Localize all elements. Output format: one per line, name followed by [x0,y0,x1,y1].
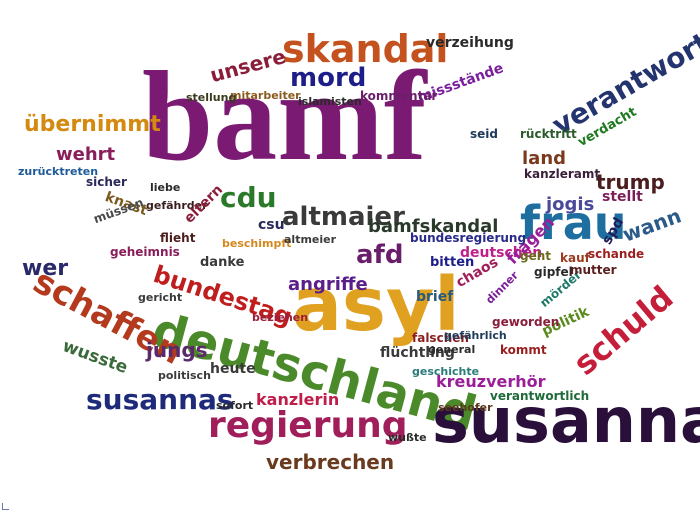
word-ubernimmt: übernimmt [24,112,161,137]
word-susannas: susannas [86,383,234,416]
word-kauf: kauf [560,251,590,265]
word-heute: heute [210,361,256,377]
word-stellt: stellt [602,189,643,205]
word-sofort: sofort [216,399,254,412]
word-land: land [522,148,567,169]
word-sicher: sicher [86,175,127,189]
word-kanzleramt: kanzleramt [524,167,601,181]
word-brief: brief [416,289,454,305]
word-fluchtling: flüchtling [380,345,455,361]
word-schuld: schuld [566,278,681,383]
word-verzeihung: verzeihung [426,35,514,51]
word-falschen: falschen [412,331,469,345]
word-gericht: gericht [138,291,183,304]
word-general: general [428,343,476,356]
word-skandal: skandal [282,27,449,71]
word-afd: afd [356,240,404,270]
word-deutschen: deutschen [460,245,543,261]
word-danke: danke [200,255,245,270]
word-wusste-2: wußte [388,431,427,444]
word-stellung: stellung [186,91,237,104]
corner-mark [2,503,9,510]
word-politisch: politisch [158,369,211,382]
word-mitarbeiter: mitarbeiter [230,89,301,102]
word-kommentar: kommentar [360,89,438,103]
word-kreuzverhor: kreuzverhör [436,372,546,391]
word-geschichte: geschichte [412,365,480,378]
word-liebe: liebe [150,181,181,194]
word-islamisten: islamisten [298,95,362,108]
word-mord: mord [290,63,367,93]
word-verbrechen: verbrechen [266,450,395,474]
word-bamf: bamf [142,45,427,187]
word-jungs: jungs [146,338,208,362]
word-beschimpft: beschimpft [222,237,292,250]
word-wann: wann [619,203,685,247]
word-beziehen: beziehen [252,311,309,324]
word-regierung: regierung [208,405,408,446]
word-flieht: flieht [160,231,196,245]
word-asyl: asyl [292,262,460,348]
word-cdu: cdu [220,181,277,214]
word-wer: wer [22,256,69,281]
word-susanna: susanna [432,384,700,457]
word-seehofer: seehofer [438,401,493,414]
word-zurucktreten: zurücktreten [18,165,99,178]
word-altmaier: altmaier [282,202,405,232]
word-gipfel: gipfel [534,265,573,279]
word-schande: schande [588,247,645,261]
word-gefahrder: gefährder [146,199,208,212]
word-geheimnis: geheimnis [110,245,180,259]
word-geworden: geworden [492,315,560,329]
word-bitten: bitten [430,255,475,270]
word-seid: seid [470,127,498,141]
word-gefahrlich: gefährlich [444,329,507,342]
word-csu: csu [258,217,285,233]
word-kommt: kommt [500,343,547,357]
word-altmeier: altmeier [284,233,337,246]
word-trump: trump [596,170,665,194]
word-jogis: jogis [546,194,595,215]
word-wehrt: wehrt [56,144,116,165]
word-angriffe: angriffe [288,274,368,295]
word-frau: frau [520,196,627,250]
word-geht: geht [520,249,552,263]
word-mutter: mutter [570,263,617,277]
word-bamfskandal: bamfskandal [368,216,499,237]
word-dinner: dinner [483,268,521,307]
word-bundesregierung: bundesregierung [410,231,527,245]
word-verantwortlich: verantwortlich [490,389,590,403]
word-kanzlerin: kanzlerin [256,390,340,409]
word-rucktritt: rücktritt [520,127,577,141]
